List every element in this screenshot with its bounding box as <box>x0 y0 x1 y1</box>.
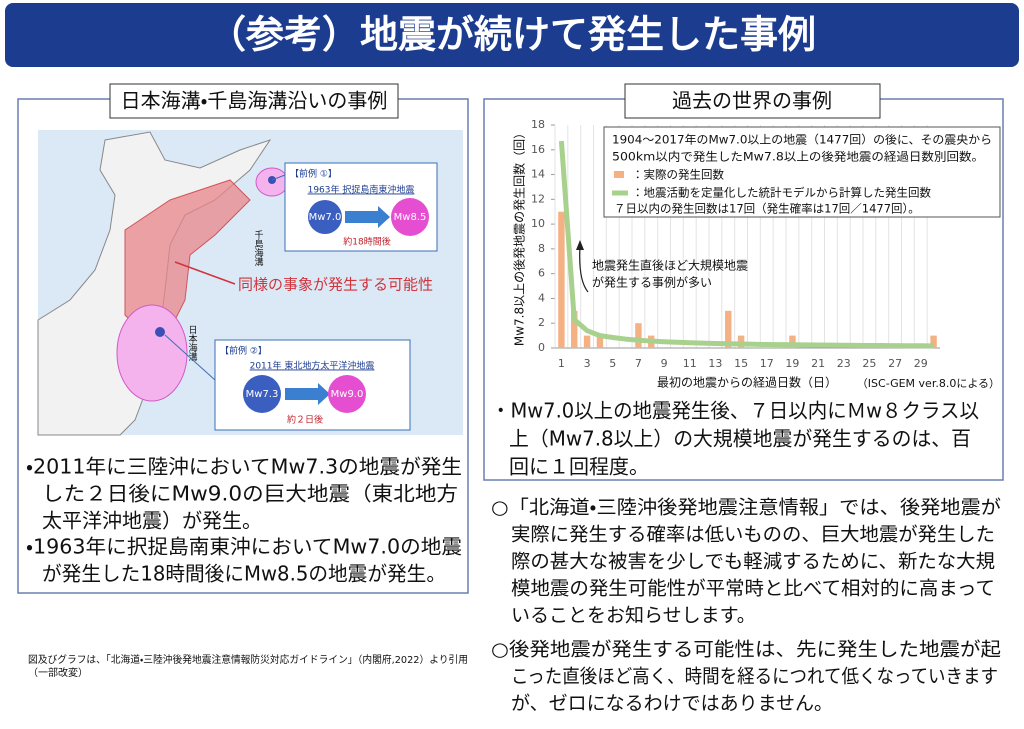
slide-title: （参考）地震が続けて発生した事例 <box>208 13 816 57</box>
magnitude-circle <box>391 198 429 236</box>
right-heading: 過去の世界の事例 <box>672 89 832 113</box>
y-tick-label: 2 <box>538 316 545 329</box>
case-name: 1963年 択捉島南東沖地震 <box>308 184 415 196</box>
interval: 約２日後 <box>287 414 323 426</box>
model-line <box>558 140 934 349</box>
case2-area <box>116 304 188 402</box>
left-heading: 日本海溝・千島海溝沿いの事例 <box>121 89 388 113</box>
x-tick-label: 23 <box>837 357 851 370</box>
bar <box>583 335 591 348</box>
chart-annotation: が発生する事例が多い <box>592 275 712 290</box>
x-axis-label: 最初の地震からの経過日数（日） <box>657 375 837 390</box>
epicenter <box>155 327 165 337</box>
arrow <box>285 383 330 405</box>
y-tick-label: 6 <box>538 267 545 280</box>
x-tick-label: 25 <box>862 357 876 370</box>
bar <box>725 310 732 348</box>
bullet-line: が発生した18時間後にMw8.5の地震が発生。 <box>42 562 446 586</box>
legend-label: ：地震活動を定量化した統計モデルから計算した発生回数 <box>632 186 931 200</box>
note-line: ○「北海道・三陸沖後発地震注意情報」では、後発地震が <box>491 497 1001 519</box>
connector <box>271 174 286 181</box>
bullet-line: 回に１回程度。 <box>509 455 649 479</box>
heading-box <box>624 83 881 119</box>
x-tick-label: 15 <box>734 357 748 370</box>
x-tick-label: 7 <box>635 357 642 370</box>
annotation-arrow <box>579 244 589 293</box>
case-name: 2011年 東北地方太平洋沖地震 <box>250 360 375 372</box>
magnitude: Mw9.0 <box>331 389 364 400</box>
heading-box <box>109 83 399 119</box>
arrow-head <box>576 240 584 250</box>
case-label: 【前例 ②】 <box>220 345 267 357</box>
x-tick-label: 27 <box>888 357 902 370</box>
legend-note: 1904〜2017年のMw7.0以上の地震（1477回）の後に、その震央から <box>612 133 992 147</box>
map: 千島海溝 日本海溝 同様の事象が発生する可能性 【前例 ①】 1963年 択捉島… <box>37 130 463 436</box>
footnote-line: 図及びグラフは、「北海道・三陸沖後発地震注意情報防災対応ガイドライン」（内閣府,… <box>28 653 468 666</box>
x-tick-label: 9 <box>661 357 668 370</box>
note-line: いることをお知らせします。 <box>511 605 756 627</box>
x-tick-label: 1 <box>558 357 565 370</box>
title-bar <box>5 3 1019 67</box>
bar <box>596 335 604 348</box>
y-tick-label: 16 <box>531 143 545 156</box>
note-line: 模地震の発生可能性が平常時と比べて相対的に高まって <box>511 578 995 600</box>
trench-label: 日本海溝 <box>187 325 198 362</box>
bar <box>558 211 565 348</box>
legend-swatch <box>614 171 624 178</box>
x-tick-label: 17 <box>760 357 774 370</box>
y-axis-label: Mw7.8以上の後発地震の発生回数（回） <box>512 127 527 346</box>
legend-label: ：実際の発生回数 <box>632 168 724 182</box>
pointer <box>174 261 236 285</box>
x-tick-label: 19 <box>785 357 799 370</box>
footnote-line: （一部改変） <box>28 666 88 679</box>
legend <box>603 126 1001 218</box>
note-line: こった直後ほど高く、時間を経るにつれて低くなっていきます <box>511 666 998 688</box>
source: （ISC-GEM ver.8.0による） <box>857 377 1000 390</box>
y-tick-label: 4 <box>538 291 545 304</box>
magnitude-circle <box>328 375 366 413</box>
map-annotation: 同様の事象が発生する可能性 <box>238 276 433 294</box>
interval: 約18時間後 <box>343 236 390 248</box>
bullet-line: ・Mw7.0以上の地震発生後、７日以内にＭw８クラス以 <box>491 399 979 423</box>
connector <box>164 334 216 381</box>
trench-label: 千島海溝 <box>253 230 264 267</box>
y-tick-label: 10 <box>531 217 545 230</box>
note-line: 際の甚大な被害を少しでも軽減するために、新たな大規 <box>511 551 995 573</box>
note-line: が、ゼロになるわけではありません。 <box>511 693 833 715</box>
case-label: 【前例 ①】 <box>290 168 337 180</box>
y-tick-label: 18 <box>531 118 545 131</box>
bullet-line: ・2011年に三陸沖においてMw7.3の地震が発生 <box>26 455 462 479</box>
magnitude-circle <box>308 200 342 234</box>
bar <box>571 310 578 348</box>
magnitude: Mw7.0 <box>309 212 342 223</box>
x-tick-label: 21 <box>811 357 825 370</box>
magnitude-circle <box>243 375 281 413</box>
note-line: 実際に発生する確率は低いものの、巨大地震が発生した <box>511 524 995 546</box>
x-tick-label: 29 <box>914 357 928 370</box>
x-tick-label: 11 <box>683 357 697 370</box>
bar <box>789 335 796 348</box>
x-tick-label: 13 <box>708 357 722 370</box>
y-tick-label: 14 <box>531 168 545 181</box>
y-tick-label: 12 <box>531 192 545 205</box>
y-tick-label: 8 <box>538 242 545 255</box>
magnitude: Mw7.3 <box>246 389 279 400</box>
arrow <box>345 206 390 228</box>
y-tick-label: 0 <box>538 341 545 354</box>
x-tick-label: 3 <box>584 357 591 370</box>
bullet-line: 太平洋沖地震）が発生。 <box>42 509 262 533</box>
bar <box>635 323 642 348</box>
bullet-line: ・1963年に択捉島南東沖においてMw7.0の地震 <box>26 535 462 559</box>
note-line: ○後発地震が発生する可能性は、先に発生した地震が起 <box>491 639 1001 661</box>
legend-summary: ７日以内の発生回数は17回（発生確率は17回／1477回）。 <box>614 202 920 216</box>
bullet-line: 上（Mw7.8以上）の大規模地震が発生するのは、百 <box>509 427 971 451</box>
magnitude: Mw8.5 <box>394 212 427 223</box>
bar <box>930 335 937 348</box>
legend-note: 500km以内で発生したMw7.8以上の後発地震の経過日数別回数。 <box>612 150 984 164</box>
chart-annotation: 地震発生直後ほど大規模地震 <box>592 258 748 273</box>
bullet-line: した２日後にMw9.0の巨大地震（東北地方 <box>42 482 458 506</box>
x-tick-label: 5 <box>609 357 616 370</box>
